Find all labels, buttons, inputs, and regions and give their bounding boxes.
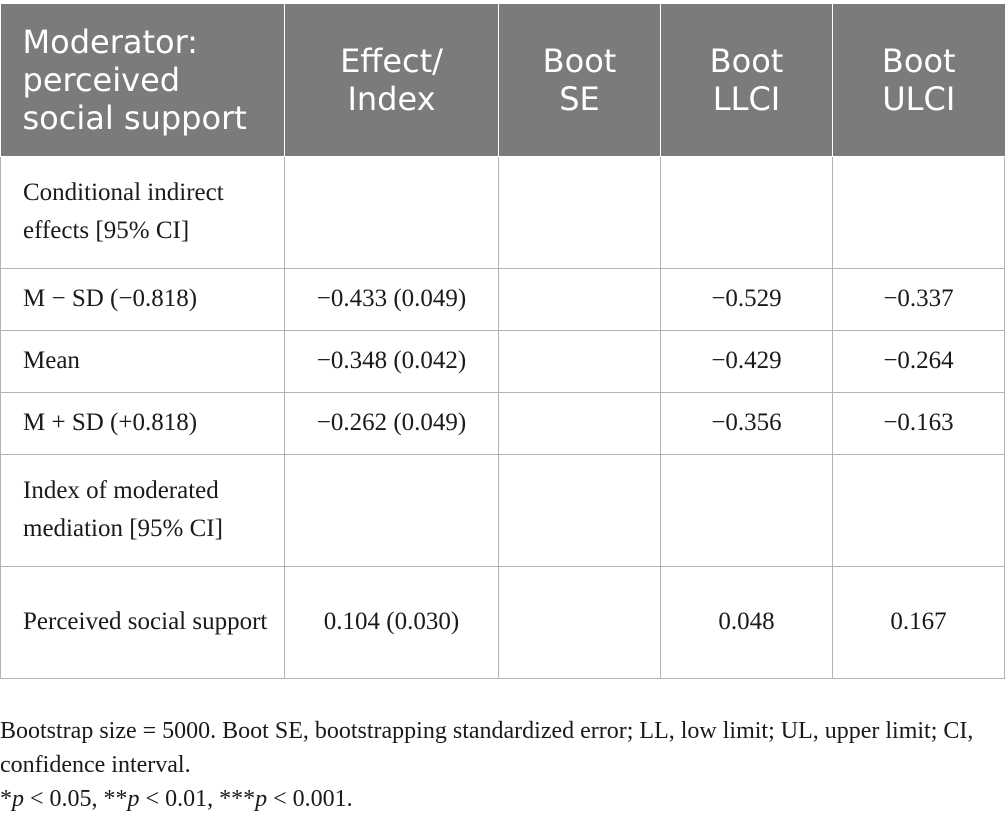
header-boot-ulci: Boot ULCI xyxy=(832,4,1005,157)
sig-p-1: p xyxy=(12,786,24,812)
cell-effect xyxy=(284,453,499,567)
cell-boot-ulci: −0.163 xyxy=(832,391,1005,455)
row-label: M + SD (+0.818) xyxy=(0,391,285,455)
cell-boot-llci: −0.529 xyxy=(660,267,833,331)
header-moderator-line-2: perceived xyxy=(22,60,181,99)
sig-threshold-3: < 0.001. xyxy=(267,786,353,812)
sig-stars-1: * xyxy=(0,786,12,812)
table-body: Conditional indirect effects [95% CI] M … xyxy=(0,155,1005,679)
row-label: M − SD (−0.818) xyxy=(0,267,285,331)
table-header: Moderator: perceived social support Effe… xyxy=(0,4,1005,157)
cell-boot-llci: −0.356 xyxy=(660,391,833,455)
cell-boot-ulci xyxy=(832,155,1005,269)
sig-threshold-2: < 0.01, xyxy=(139,786,220,812)
cell-boot-llci: 0.048 xyxy=(660,565,833,679)
row-label: Conditional indirect effects [95% CI] xyxy=(0,155,285,269)
header-boot-ulci-line-1: Boot xyxy=(881,41,956,80)
cell-effect: −0.262 (0.049) xyxy=(284,391,499,455)
table-row-mean: Mean −0.348 (0.042) −0.429 −0.264 xyxy=(0,329,1005,393)
cell-boot-ulci xyxy=(832,453,1005,567)
cell-effect xyxy=(284,155,499,269)
header-moderator-line-3: social support xyxy=(22,98,247,137)
header-boot-se-line-2: SE xyxy=(559,79,600,118)
cell-boot-se xyxy=(498,155,661,269)
cell-effect: −0.348 (0.042) xyxy=(284,329,499,393)
cell-boot-ulci: −0.264 xyxy=(832,329,1005,393)
cell-boot-se xyxy=(498,565,661,679)
cell-effect: −0.433 (0.049) xyxy=(284,267,499,331)
row-label: Index of moderated mediation [95% CI] xyxy=(0,453,285,567)
cell-boot-llci: −0.429 xyxy=(660,329,833,393)
header-effect-line-2: Index xyxy=(347,79,436,118)
cell-boot-se xyxy=(498,391,661,455)
cell-boot-ulci: −0.337 xyxy=(832,267,1005,331)
sig-threshold-1: < 0.05, xyxy=(24,786,104,812)
footnote-significance: *p < 0.05, **p < 0.01, ***p < 0.001. xyxy=(0,782,1000,816)
header-row: Moderator: perceived social support Effe… xyxy=(0,4,1005,157)
header-boot-llci-line-2: LLCI xyxy=(712,79,781,118)
cell-boot-se xyxy=(498,453,661,567)
header-boot-se: Boot SE xyxy=(498,4,661,157)
header-moderator: Moderator: perceived social support xyxy=(0,4,285,157)
header-boot-ulci-line-2: ULCI xyxy=(882,79,956,118)
table-row-conditional-heading: Conditional indirect effects [95% CI] xyxy=(0,155,1005,269)
cell-boot-se xyxy=(498,267,661,331)
header-boot-llci: Boot LLCI xyxy=(660,4,833,157)
row-label: Mean xyxy=(0,329,285,393)
table-row-plus-sd: M + SD (+0.818) −0.262 (0.049) −0.356 −0… xyxy=(0,391,1005,455)
cell-boot-ulci: 0.167 xyxy=(832,565,1005,679)
cell-effect: 0.104 (0.030) xyxy=(284,565,499,679)
header-effect-line-1: Effect/ xyxy=(340,41,443,80)
header-boot-llci-line-1: Boot xyxy=(709,41,784,80)
sig-p-2: p xyxy=(127,786,140,812)
table-footnotes: Bootstrap size = 5000. Boot SE, bootstra… xyxy=(0,714,1000,816)
table-row-perceived-social-support: Perceived social support 0.104 (0.030) 0… xyxy=(0,565,1005,679)
cell-boot-llci xyxy=(660,155,833,269)
header-boot-se-line-1: Boot xyxy=(542,41,617,80)
sig-p-3: p xyxy=(255,786,268,812)
cell-boot-se xyxy=(498,329,661,393)
sig-stars-3: *** xyxy=(219,786,256,812)
footnote-abbreviations: Bootstrap size = 5000. Boot SE, bootstra… xyxy=(0,718,974,778)
header-effect-index: Effect/ Index xyxy=(284,4,499,157)
moderated-mediation-table: Moderator: perceived social support Effe… xyxy=(0,4,1005,679)
sig-stars-2: ** xyxy=(103,786,128,812)
table-row-index-heading: Index of moderated mediation [95% CI] xyxy=(0,453,1005,567)
table-row-minus-sd: M − SD (−0.818) −0.433 (0.049) −0.529 −0… xyxy=(0,267,1005,331)
header-moderator-line-1: Moderator: xyxy=(22,22,198,61)
row-label: Perceived social support xyxy=(0,565,285,679)
cell-boot-llci xyxy=(660,453,833,567)
